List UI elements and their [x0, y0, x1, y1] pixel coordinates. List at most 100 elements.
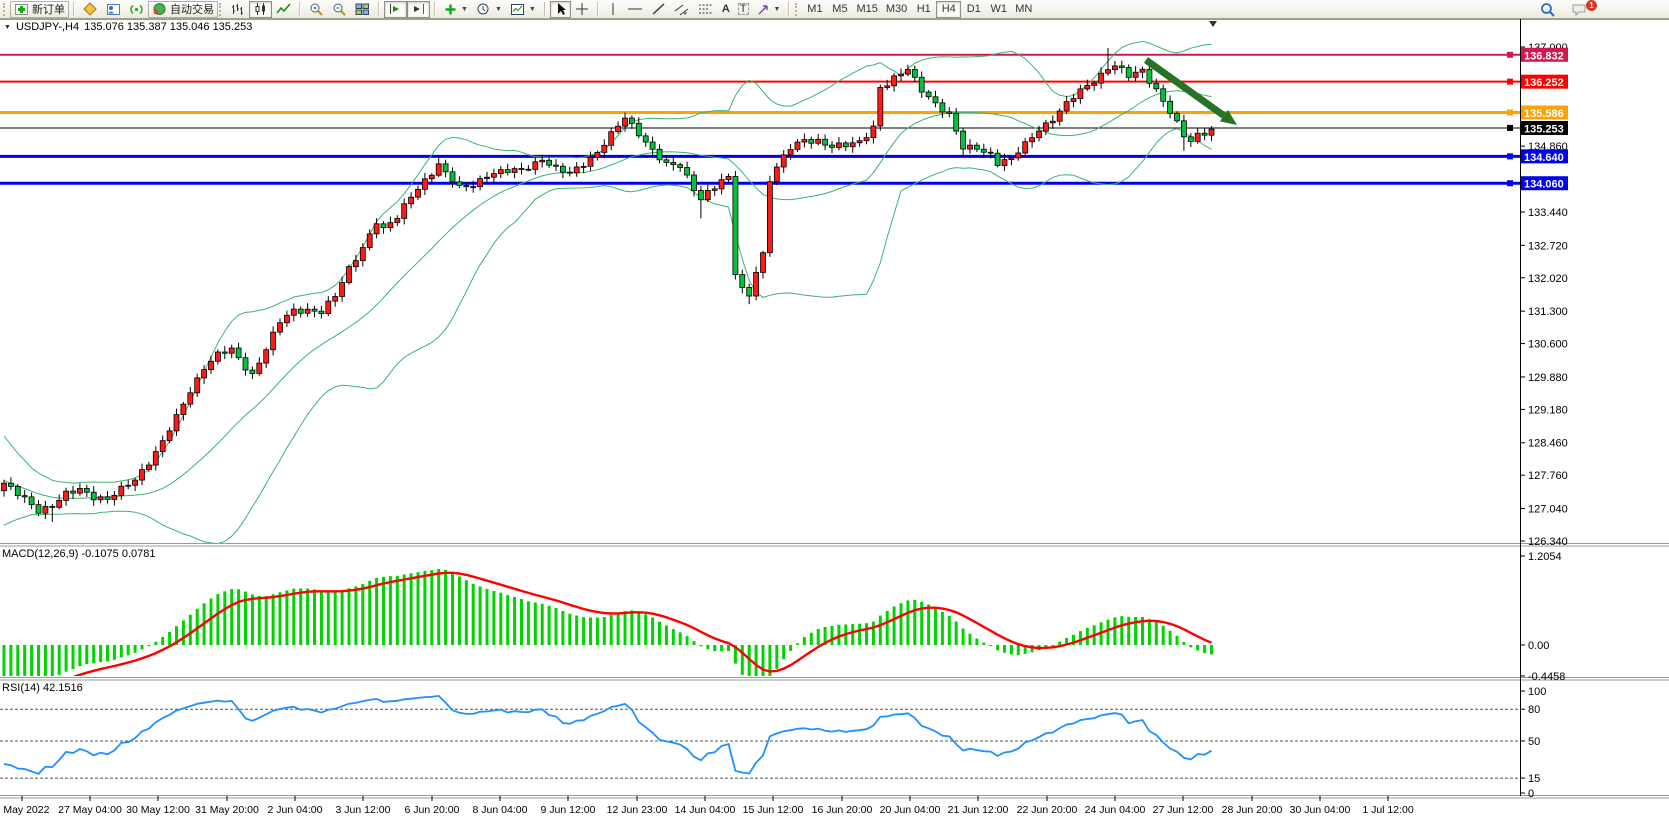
- level-handle[interactable]: [1507, 153, 1513, 160]
- fibonacci-icon: [698, 4, 713, 14]
- crosshair-button[interactable]: [571, 1, 593, 18]
- svg-text:135.586: 135.586: [1524, 108, 1564, 120]
- svg-text:129.880: 129.880: [1528, 372, 1568, 384]
- level-handle[interactable]: [1507, 51, 1513, 58]
- trendline-button[interactable]: [647, 1, 670, 18]
- chart-dropdown-icon[interactable]: ▼: [4, 23, 11, 31]
- svg-text:134.640: 134.640: [1524, 152, 1564, 164]
- zoom-out-button[interactable]: [328, 1, 351, 18]
- svg-text:50: 50: [1528, 736, 1540, 748]
- timeframe-d1-button[interactable]: D1: [966, 3, 981, 15]
- level-handle[interactable]: [1507, 109, 1513, 116]
- svg-text:27 Jun 12:00: 27 Jun 12:00: [1153, 804, 1214, 816]
- rsi-panel[interactable]: [0, 683, 1520, 795]
- text-label-button[interactable]: T: [734, 1, 753, 18]
- price-axis-scale[interactable]: [1521, 20, 1669, 795]
- templates-button[interactable]: ▼: [506, 1, 540, 18]
- chart-shift-marker[interactable]: [1209, 21, 1217, 27]
- indicators-button[interactable]: ▼: [440, 1, 472, 18]
- svg-text:126.340: 126.340: [1528, 536, 1568, 548]
- signal-button[interactable]: [125, 1, 148, 18]
- svg-text:133.440: 133.440: [1528, 207, 1568, 219]
- price-level-badge: [1521, 47, 1568, 62]
- cursor-button[interactable]: [549, 0, 571, 18]
- timeframe-h1-button[interactable]: H1: [916, 3, 931, 15]
- macd-panel[interactable]: [0, 548, 1520, 676]
- timeframe-m5-button[interactable]: M5: [832, 3, 848, 15]
- market-watch-button[interactable]: [79, 1, 102, 18]
- tile-windows-icon: [355, 3, 369, 15]
- price-level-badge: [1521, 149, 1568, 164]
- price-level-badge: [1521, 176, 1568, 191]
- chart-bars-button[interactable]: [226, 1, 249, 18]
- svg-text:135.253: 135.253: [1524, 123, 1564, 135]
- channel-button[interactable]: [670, 1, 694, 18]
- autotrade-label: 自动交易: [170, 4, 214, 16]
- time-axis: 5 May 2022 27 May 04:00 30 May 12:00 31 May…: [0, 796, 1414, 816]
- svg-text:15 Jun 12:00: 15 Jun 12:00: [743, 804, 804, 816]
- timeframe-mn-button[interactable]: MN: [1015, 3, 1033, 15]
- timeframe-m15-button[interactable]: M15: [856, 3, 878, 15]
- dropdown-caret-icon: ▼: [494, 5, 502, 13]
- toolbar-grip[interactable]: [219, 2, 223, 16]
- svg-text:100: 100: [1528, 686, 1546, 698]
- line-chart-icon: [276, 3, 291, 14]
- rsi-indicator-label: RSI(14) 42.1516: [2, 682, 83, 694]
- arrow-tool-icon: [758, 4, 768, 14]
- text-button[interactable]: A: [718, 1, 734, 18]
- auto-scroll-icon: [390, 4, 399, 14]
- new-order-button[interactable]: 新订单: [10, 0, 69, 18]
- svg-text:131.300: 131.300: [1528, 306, 1568, 318]
- svg-text:128.460: 128.460: [1528, 438, 1568, 450]
- svg-text:20 Jun 04:00: 20 Jun 04:00: [880, 804, 941, 816]
- timeframe-w1-button[interactable]: W1: [990, 3, 1008, 15]
- timeframe-m1-button[interactable]: M1: [807, 3, 823, 15]
- chart-candles-button[interactable]: [249, 0, 272, 18]
- time-axis-scale[interactable]: [0, 798, 1669, 821]
- timeframe-h4-button[interactable]: H4: [936, 0, 962, 18]
- zoom-in-button[interactable]: [305, 1, 328, 18]
- svg-text:134.060: 134.060: [1524, 179, 1564, 191]
- chart-title: ▼ USDJPY-,H4 135.076 135.387 135.046 135…: [4, 21, 252, 33]
- new-order-label: 新订单: [32, 4, 65, 16]
- autotrade-button[interactable]: 自动交易: [148, 0, 218, 18]
- chart-shift-button[interactable]: [407, 0, 430, 18]
- level-handle[interactable]: [1507, 124, 1513, 131]
- chat-button[interactable]: 1: [1568, 0, 1597, 18]
- vertical-line-button[interactable]: [603, 1, 623, 18]
- toolbar-separator: [543, 2, 546, 16]
- price-level-badge: [1521, 120, 1568, 135]
- dropdown-caret-icon: ▼: [773, 5, 781, 13]
- toolbar-grip[interactable]: [795, 2, 799, 16]
- level-handle[interactable]: [1507, 180, 1513, 187]
- arrows-button[interactable]: ▼: [753, 1, 785, 18]
- fibonacci-button[interactable]: [694, 1, 718, 18]
- chart-ohlc-values: 135.076 135.387 135.046 135.253: [84, 21, 253, 33]
- chart-line-button[interactable]: [272, 1, 295, 18]
- horizontal-line-button[interactable]: [623, 1, 647, 18]
- data-window-button[interactable]: [102, 1, 125, 18]
- rsi-panel-layer: [0, 694, 1520, 779]
- trendline-icon: [652, 3, 665, 15]
- label-tool-icon: T: [737, 3, 749, 15]
- main-toolbar: 新订单 自动交易: [0, 0, 1669, 19]
- zoom-out-icon: [333, 3, 346, 16]
- timeframe-m30-button[interactable]: M30: [885, 3, 908, 15]
- svg-text:2 Jun 04:00: 2 Jun 04:00: [268, 804, 323, 816]
- toolbar-separator: [596, 2, 599, 16]
- tile-windows-button[interactable]: [351, 1, 374, 18]
- trend-arrow-annotation[interactable]: [1143, 57, 1237, 125]
- main-chart-panel[interactable]: [0, 20, 1520, 543]
- toolbar-grip[interactable]: [3, 2, 7, 16]
- svg-text:22 Jun 20:00: 22 Jun 20:00: [1017, 804, 1078, 816]
- search-button[interactable]: [1536, 1, 1560, 18]
- toolbar-separator: [434, 2, 436, 16]
- chart-symbol-period: USDJPY-,H4: [15, 21, 80, 33]
- svg-text:31 May 20:00: 31 May 20:00: [195, 804, 259, 816]
- price-level-badge: [1521, 105, 1568, 120]
- level-handle[interactable]: [1507, 78, 1513, 85]
- text-tool-icon: A: [721, 3, 730, 15]
- periods-button[interactable]: ▼: [472, 1, 506, 18]
- auto-scroll-button[interactable]: [384, 0, 407, 18]
- add-indicator-icon: [445, 4, 456, 14]
